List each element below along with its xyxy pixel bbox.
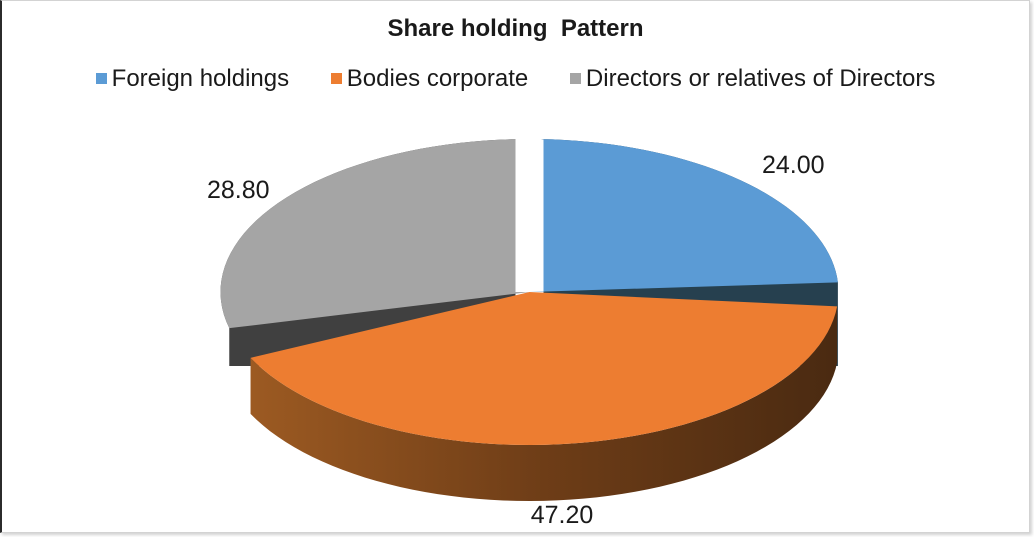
svg-text:24.00: 24.00 (762, 151, 825, 179)
svg-text:28.80: 28.80 (207, 176, 270, 204)
svg-text:47.20: 47.20 (531, 501, 594, 529)
